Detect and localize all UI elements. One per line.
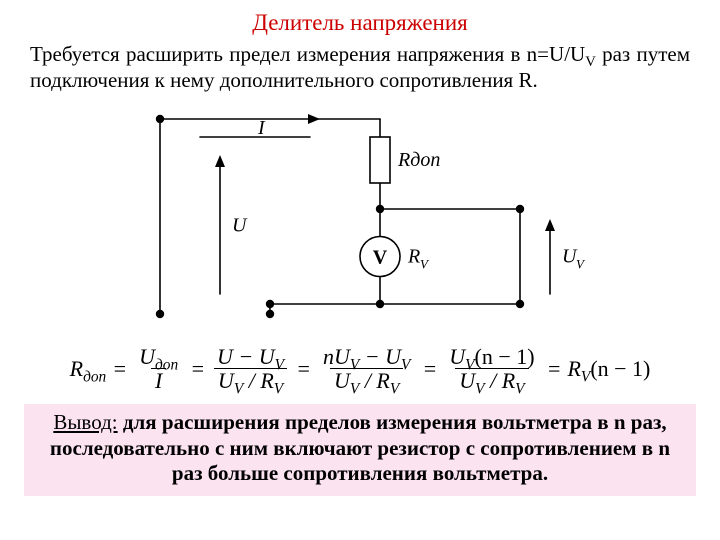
f-rhs: RV(n − 1) xyxy=(567,356,650,382)
frac3-den: UV / RV xyxy=(330,368,403,392)
frac2-den-sub2: V xyxy=(274,381,283,398)
svg-text:U: U xyxy=(232,215,248,237)
svg-text:V: V xyxy=(373,247,388,269)
svg-text:V: V xyxy=(576,257,586,272)
page-title: Делитель напряжения xyxy=(30,10,690,36)
svg-text:R: R xyxy=(407,246,420,268)
frac3: nUV − UV UV / RV xyxy=(317,345,416,392)
f-lhs: Rдоп xyxy=(70,356,107,382)
frac4-num-post: (n − 1) xyxy=(475,344,535,369)
frac4-num: UV(n − 1) xyxy=(445,345,538,368)
frac3-num: nUV − UV xyxy=(319,345,414,368)
frac4-den-pre: U xyxy=(459,368,475,393)
slide: Делитель напряжения Требуется расширить … xyxy=(0,0,720,540)
circuit-diagram: VIURдопRVUV xyxy=(120,99,600,339)
frac2-den: UV / RV xyxy=(214,368,287,392)
frac3-num-mid: − U xyxy=(359,344,401,369)
intro-pre: Требуется расширить предел измерения нап… xyxy=(30,42,585,66)
f-rhs-pre: R xyxy=(567,356,580,381)
eq5: = xyxy=(547,356,562,382)
f-rhs-sub: V xyxy=(581,368,590,385)
frac2-num-main: U − U xyxy=(217,344,275,369)
frac3-den-sub1: V xyxy=(350,381,359,398)
svg-text:Rдоп: Rдоп xyxy=(397,149,440,171)
frac4-den-mid: / R xyxy=(485,368,516,393)
frac4-den-sub2: V xyxy=(515,381,524,398)
intro-sub: V xyxy=(585,54,596,70)
conclusion: Вывод: для расширения пределов измерения… xyxy=(24,404,696,496)
frac2: U − UV UV / RV xyxy=(211,345,290,392)
f-lhs-main: R xyxy=(70,356,83,381)
frac2-den-mid: / R xyxy=(243,368,274,393)
eq1: = xyxy=(112,356,127,382)
frac2-den-sub1: V xyxy=(234,381,243,398)
frac4-den: UV / RV xyxy=(455,368,528,392)
frac1-num: Uдоп xyxy=(135,345,182,368)
frac1-num-pre: U xyxy=(139,344,155,369)
conclusion-lead: Вывод: xyxy=(53,410,117,434)
svg-text:V: V xyxy=(420,257,430,272)
eq4: = xyxy=(422,356,437,382)
frac4-den-sub1: V xyxy=(475,381,484,398)
frac4-num-pre: U xyxy=(449,344,465,369)
frac1-den: I xyxy=(151,368,166,392)
frac3-den-pre: U xyxy=(334,368,350,393)
svg-text:I: I xyxy=(257,117,266,139)
intro-paragraph: Требуется расширить предел измерения нап… xyxy=(30,42,690,93)
frac2-den-pre: U xyxy=(218,368,234,393)
frac3-den-mid: / R xyxy=(359,368,390,393)
circuit-svg: VIURдопRVUV xyxy=(120,99,600,334)
f-rhs-post: (n − 1) xyxy=(590,356,650,381)
eq3: = xyxy=(296,356,311,382)
frac3-num-pre: nU xyxy=(323,344,350,369)
frac4: UV(n − 1) UV / RV xyxy=(443,345,540,392)
f-lhs-sub: доп xyxy=(83,368,106,385)
frac2-num: U − UV xyxy=(213,345,288,368)
frac3-den-sub2: V xyxy=(390,381,399,398)
formula: Rдоп = Uдоп I = U − UV UV / RV = nUV − U… xyxy=(30,345,690,392)
eq2: = xyxy=(190,356,205,382)
frac1: Uдоп I xyxy=(133,345,184,392)
conclusion-body: для расширения пределов измерения вольтм… xyxy=(50,410,670,484)
